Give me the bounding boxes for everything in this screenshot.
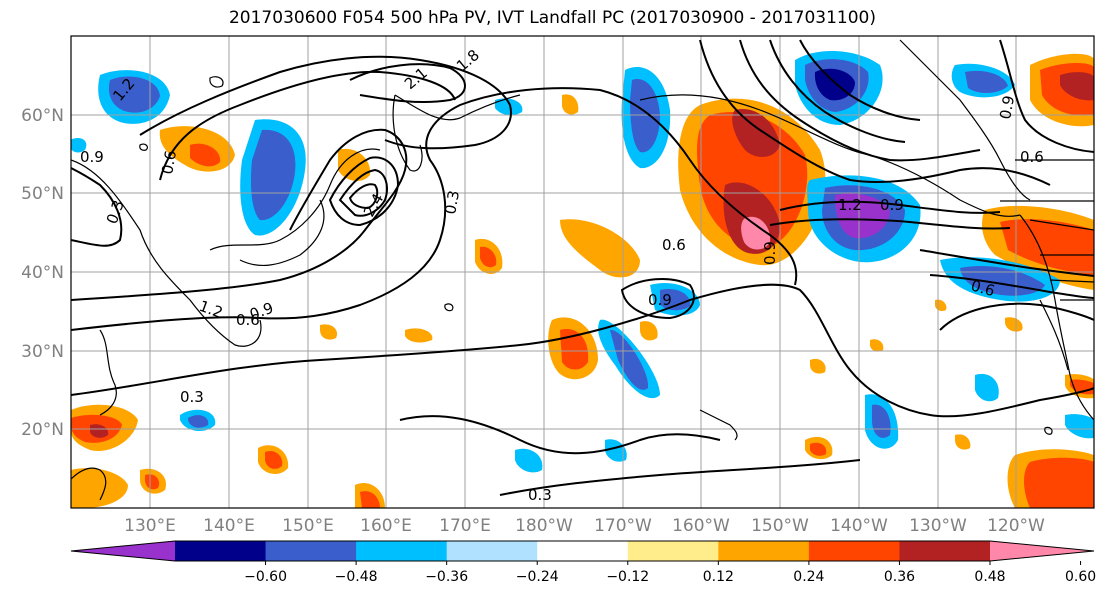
lon-axis: 130°E 140°E 150°E 160°E 170°E 180°W 170°… [124,516,1045,536]
contour-label: 0.6 [236,311,260,329]
colorbar-cell [808,541,900,561]
lat-tick-label: 50°N [21,184,64,204]
contour-label: 0.9 [80,148,104,166]
colorbar-cell [627,541,719,561]
graticule [71,36,1094,508]
contour-label: 0.9 [996,94,1018,121]
colorbar-cell [265,541,357,561]
contour-label: 0.9 [761,241,779,265]
colorbar: −0.60 −0.48 −0.36 −0.24 −0.12 0.12 0.24 0.36 0.4… [70,540,1096,585]
contour-label: 1.2 [838,196,862,214]
lat-tick-label: 60°N [21,106,64,126]
colorbar-tick-label: 0.48 [974,569,1005,585]
contour-label: 0.9 [648,291,672,309]
contour-label: 0.6 [662,236,686,254]
lon-tick-label: 130°W [909,516,967,536]
island-outlines [139,76,1053,435]
colorbar-tick-label: −0.12 [606,569,649,585]
colorbar-tick-label: −0.60 [244,569,287,585]
lon-tick-label: 150°E [282,516,334,536]
lon-tick-label: 120°W [987,516,1045,536]
pv-contours [71,39,1094,496]
colorbar-tick-label: 0.12 [703,569,734,585]
lon-tick-label: 180°W [515,516,573,536]
lat-tick-label: 40°N [21,263,64,283]
figure-title: 2017030600 F054 500 hPa PV, IVT Landfall… [228,8,876,28]
contour-label: 0.3 [441,189,463,216]
lat-tick-label: 30°N [21,342,64,362]
colorbar-tick-label: −0.48 [335,569,378,585]
map-frame [70,35,1095,509]
lat-axis: 60°N 50°N 40°N 30°N 20°N [21,106,64,440]
contour-label: 0.6 [158,149,180,176]
lon-tick-label: 130°E [124,516,176,536]
colorbar-cell [356,541,448,561]
colorbar-outline [70,540,1095,562]
colorbar-tick-label: 0.24 [793,569,824,585]
coastlines [71,39,1094,501]
lon-tick-label: 160°E [360,516,412,536]
lat-tick-label: 20°N [21,420,64,440]
colorbar-cell [899,541,991,561]
colorbar-cell [175,541,267,561]
lon-tick-label: 150°W [751,516,809,536]
colorbar-extend-high [990,541,1094,561]
lon-tick-label: 170°W [594,516,652,536]
contour-label: 0.6 [1020,148,1044,166]
colorbar-tick-label: 0.36 [884,569,915,585]
colorbar-tick-label: −0.24 [516,569,559,585]
lon-tick-label: 140°W [830,516,888,536]
pv-shading [71,50,1094,508]
contour-label: 0.9 [880,196,904,214]
colorbar-tick-label: −0.36 [425,569,468,585]
colorbar-cell [718,541,810,561]
colorbar-extend-low [71,541,175,561]
lon-tick-label: 140°E [203,516,255,536]
colorbar-tick-label: 0.60 [1065,569,1096,585]
colorbar-cell [537,541,629,561]
contour-label: 0.3 [180,388,204,406]
contour-label: 0.3 [528,486,552,504]
colorbar-cell [446,541,538,561]
lon-tick-label: 170°E [439,516,491,536]
contour-label: 0.6 [969,276,997,300]
lon-tick-label: 160°W [672,516,730,536]
